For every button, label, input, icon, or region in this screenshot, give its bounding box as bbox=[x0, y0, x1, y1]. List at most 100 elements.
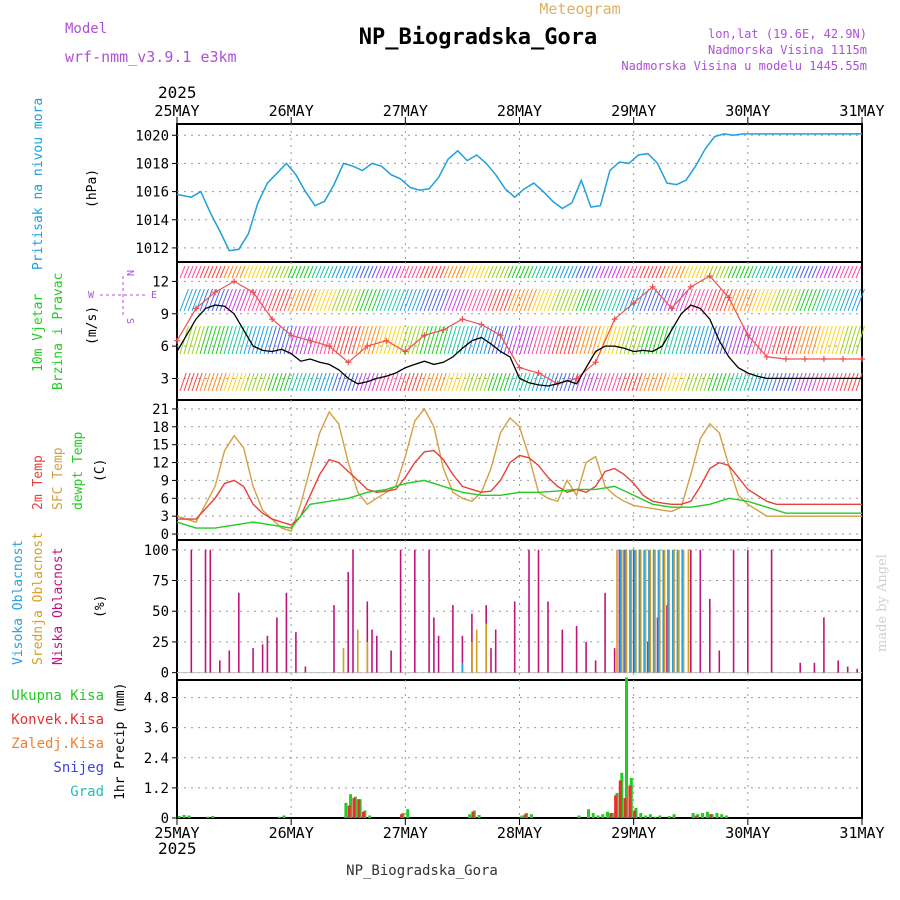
wind-barb bbox=[543, 288, 553, 312]
wind-barb bbox=[683, 372, 691, 392]
cloud-bar-srednja bbox=[682, 549, 685, 673]
xtick-label-top: 29MAY bbox=[611, 102, 656, 120]
wind-barb bbox=[643, 288, 653, 312]
wind-barb bbox=[523, 265, 530, 279]
wind-barb bbox=[719, 325, 729, 355]
wind-barb bbox=[727, 265, 734, 279]
wind-barb bbox=[411, 288, 421, 312]
wind-barb bbox=[435, 265, 442, 279]
wind-barb bbox=[791, 325, 801, 355]
wind-barb bbox=[367, 288, 377, 312]
wind-barb bbox=[195, 372, 203, 392]
wind-barb bbox=[655, 372, 663, 392]
precip-bar-ukupna bbox=[601, 814, 605, 818]
wind-barb bbox=[559, 288, 569, 312]
wind-barb bbox=[851, 288, 861, 312]
xtick-label-bottom: 26MAY bbox=[269, 824, 314, 842]
wind-barb bbox=[199, 325, 209, 355]
wind-barb bbox=[631, 372, 639, 392]
wind-barb bbox=[291, 288, 301, 312]
wind-barb bbox=[275, 325, 285, 355]
wind-barb bbox=[503, 325, 513, 355]
wind-barb bbox=[775, 265, 782, 279]
wind-barb bbox=[339, 288, 349, 312]
wind-barb bbox=[807, 325, 817, 355]
wind-barb bbox=[687, 265, 694, 279]
wind-barb bbox=[179, 372, 187, 392]
wind-barb bbox=[419, 288, 429, 312]
wind-barb bbox=[767, 372, 775, 392]
cloud-bar-niska bbox=[209, 549, 212, 673]
wind-barb bbox=[191, 372, 199, 392]
wind-barb bbox=[727, 288, 737, 312]
wind-barb bbox=[335, 372, 343, 392]
wind-barb bbox=[635, 325, 645, 355]
wind-barb bbox=[795, 288, 805, 312]
wind-gust-mark bbox=[801, 356, 808, 363]
wind-barb bbox=[703, 265, 710, 279]
wind-barb bbox=[255, 288, 265, 312]
wind-barb bbox=[471, 372, 479, 392]
wind-barb bbox=[183, 372, 191, 392]
wind-barb bbox=[579, 288, 589, 312]
wind-barb bbox=[315, 288, 325, 312]
wind-barb bbox=[571, 288, 581, 312]
wind-barb bbox=[323, 325, 333, 355]
wind-barb bbox=[807, 265, 814, 279]
wind-barb bbox=[691, 325, 701, 355]
wind-barb bbox=[795, 325, 805, 355]
station-title: NP_Biogradska_Gora bbox=[359, 25, 597, 50]
wind-barb bbox=[807, 372, 815, 392]
wind-barb bbox=[767, 265, 774, 279]
precip-frame bbox=[176, 679, 863, 819]
wind-ytick-label: 12 bbox=[152, 274, 169, 290]
precip-bar-ukupna bbox=[653, 816, 657, 818]
wind-barb bbox=[391, 288, 401, 312]
wind-barb bbox=[435, 288, 445, 312]
wind-barb bbox=[423, 265, 430, 279]
cloud-ytick-label: 25 bbox=[152, 635, 169, 651]
wind-barb bbox=[419, 372, 427, 392]
wind-barb bbox=[791, 288, 801, 312]
wind-barb bbox=[595, 265, 602, 279]
wind-gust-mark bbox=[421, 332, 428, 339]
wind-barb bbox=[235, 288, 245, 312]
wind-barb bbox=[687, 325, 697, 355]
cloud-bar-srednja bbox=[342, 648, 345, 673]
wind-barb bbox=[807, 288, 817, 312]
temp-ytick-label: 12 bbox=[152, 456, 169, 472]
wind-barb bbox=[283, 372, 291, 392]
cloud-bar-niska bbox=[585, 641, 587, 673]
wind-barb bbox=[515, 265, 522, 279]
wind-barb bbox=[327, 265, 334, 279]
cloud-bar-srednja bbox=[687, 549, 690, 673]
wind-barb bbox=[547, 265, 554, 279]
wind-barb bbox=[795, 265, 802, 279]
wind-barb bbox=[711, 325, 721, 355]
wind-barb bbox=[835, 325, 845, 355]
wind-barb bbox=[287, 325, 297, 355]
wind-barb bbox=[743, 265, 750, 279]
compass-n: N bbox=[124, 270, 135, 276]
wind-gust-mark bbox=[744, 332, 751, 339]
precip-bar-ukupna bbox=[672, 814, 676, 818]
wind-barb bbox=[615, 372, 623, 392]
cloud-bar-niska bbox=[594, 660, 597, 673]
wind-barb bbox=[555, 265, 562, 279]
wind-barb bbox=[407, 372, 415, 392]
wind-barb bbox=[491, 288, 501, 312]
wind-barb bbox=[179, 265, 186, 279]
wind-barb bbox=[251, 325, 261, 355]
xtick-label-bottom: 27MAY bbox=[383, 824, 428, 842]
wind-barb bbox=[483, 288, 493, 312]
wind-barb bbox=[183, 325, 193, 355]
wind-barb bbox=[631, 288, 641, 312]
wind-barb bbox=[595, 325, 605, 355]
wind-barb bbox=[439, 372, 447, 392]
wind-barb bbox=[763, 265, 770, 279]
model-name: wrf-nmm_v3.9.1 e3km bbox=[65, 48, 237, 66]
wind-barb bbox=[311, 265, 318, 279]
wind-barb bbox=[287, 372, 295, 392]
wind-barb bbox=[691, 265, 698, 279]
